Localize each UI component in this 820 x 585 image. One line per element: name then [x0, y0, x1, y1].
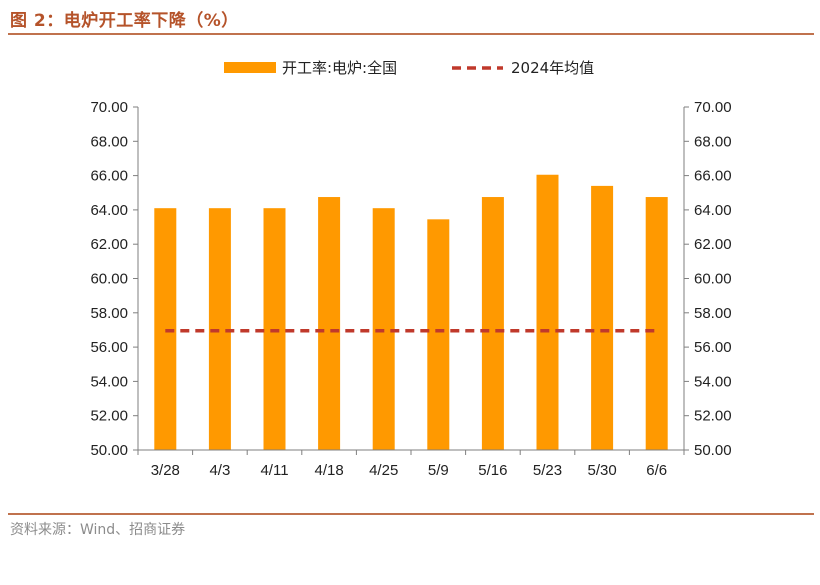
- x-tick-label: 3/28: [151, 462, 180, 479]
- bar-5/9: [427, 219, 450, 450]
- y-tick-label-right: 54.00: [694, 373, 732, 390]
- footer-divider: [8, 513, 814, 515]
- y-tick-label-left: 70.00: [90, 99, 128, 116]
- x-tick-label: 5/23: [533, 462, 562, 479]
- y-tick-label-left: 56.00: [90, 339, 128, 356]
- y-tick-label-right: 56.00: [694, 339, 732, 356]
- y-tick-label-left: 54.00: [90, 373, 128, 390]
- y-tick-label-right: 62.00: [694, 236, 732, 253]
- legend-bar-swatch: [224, 62, 276, 73]
- legend: 开工率:电炉:全国 2024年均值: [224, 59, 594, 77]
- y-tick-label-right: 70.00: [694, 99, 732, 116]
- y-tick-label-right: 60.00: [694, 271, 732, 288]
- y-tick-label-left: 66.00: [90, 168, 128, 185]
- y-tick-label-left: 52.00: [90, 408, 128, 425]
- title-divider: [8, 33, 814, 35]
- source-note: 资料来源：Wind、招商证券: [10, 522, 186, 538]
- bar-5/23: [536, 174, 559, 450]
- y-tick-label-right: 66.00: [694, 168, 732, 185]
- figure-title: 图 2：电炉开工率下降（%）: [10, 11, 239, 31]
- bar-5/30: [591, 185, 614, 450]
- y-tick-label-left: 68.00: [90, 133, 128, 150]
- x-tick-label: 5/30: [587, 462, 616, 479]
- bar-4/3: [208, 208, 231, 450]
- axes: 50.00 52.00 54.00 56.00 58.00 60.00 62.00 64.00…: [90, 99, 731, 479]
- y-tick-label-left: 64.00: [90, 202, 128, 219]
- y-tick-label-right: 64.00: [694, 202, 732, 219]
- bar-5/16: [481, 197, 504, 450]
- y-tick-label-right: 68.00: [694, 133, 732, 150]
- y-tick-label-left: 50.00: [90, 442, 128, 459]
- y-tick-label-right: 52.00: [694, 408, 732, 425]
- x-tick-label: 4/18: [314, 462, 343, 479]
- y-tick-label-right: 58.00: [694, 305, 732, 322]
- x-tick-label: 4/11: [260, 462, 288, 479]
- x-tick-label: 5/9: [428, 462, 449, 479]
- y-tick-label-left: 62.00: [90, 236, 128, 253]
- x-tick-label: 4/3: [209, 462, 230, 479]
- x-tick-label: 4/25: [369, 462, 398, 479]
- legend-bar-label: 开工率:电炉:全国: [282, 59, 397, 77]
- x-tick-label: 6/6: [646, 462, 667, 479]
- x-tick-label: 5/16: [478, 462, 507, 479]
- y-tick-label-right: 50.00: [694, 442, 732, 459]
- y-tick-label-left: 60.00: [90, 271, 128, 288]
- bar-4/18: [318, 197, 341, 450]
- bar-series: [154, 174, 668, 450]
- legend-reference-label: 2024年均值: [511, 59, 594, 77]
- bar-6/6: [645, 197, 668, 450]
- y-tick-label-left: 58.00: [90, 305, 128, 322]
